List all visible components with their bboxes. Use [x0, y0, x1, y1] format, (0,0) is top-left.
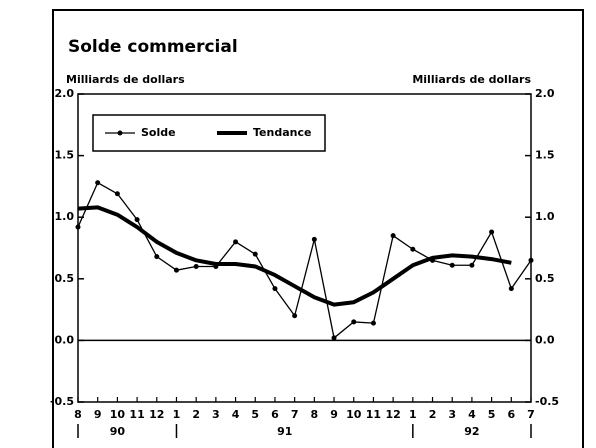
- x-tick-label: 10: [110, 408, 126, 421]
- marker: [252, 251, 258, 257]
- marker: [154, 254, 160, 260]
- x-tick-label: 8: [311, 408, 319, 421]
- marker: [528, 257, 534, 263]
- x-tick-label: 2: [192, 408, 200, 421]
- y2-axis-label: Milliards de dollars: [412, 73, 531, 86]
- legend-marker: [117, 130, 123, 136]
- marker: [351, 319, 357, 325]
- y2-tick-label: 0.5: [535, 272, 555, 285]
- x-tick-label: 9: [94, 408, 102, 421]
- y2-tick-label: 0.0: [535, 333, 555, 346]
- x-tick-label: 11: [129, 408, 144, 421]
- y2-tick-label: 2.0: [535, 87, 555, 100]
- plot-frame: [77, 93, 532, 403]
- y2-tick-label: 1.5: [535, 149, 555, 162]
- y-tick-label: 1.5: [55, 149, 75, 162]
- y-tick-label: 1.0: [55, 210, 75, 223]
- x-tick-label: 11: [366, 408, 381, 421]
- group-label: 90: [110, 425, 126, 438]
- y2-tick-label: 1.0: [535, 210, 555, 223]
- marker: [390, 233, 396, 239]
- x-tick-label: 4: [468, 408, 476, 421]
- chart-title: Solde commercial: [68, 37, 238, 57]
- x-tick-label: 7: [291, 408, 299, 421]
- x-tick-label: 1: [409, 408, 417, 421]
- y-tick-label: -0.5: [50, 395, 74, 408]
- x-tick-label: 4: [232, 408, 240, 421]
- x-tick-label: 6: [507, 408, 515, 421]
- x-tick-label: 12: [385, 408, 400, 421]
- marker: [311, 236, 317, 242]
- x-tick-label: 5: [488, 408, 496, 421]
- marker: [469, 262, 475, 268]
- x-tick-label: 6: [271, 408, 279, 421]
- x-tick-label: 8: [74, 408, 82, 421]
- marker: [292, 313, 298, 319]
- legend-label: Solde: [141, 126, 176, 139]
- marker: [134, 217, 140, 223]
- marker: [370, 320, 376, 326]
- x-tick-label: 12: [149, 408, 164, 421]
- x-tick-label: 7: [527, 408, 535, 421]
- marker: [449, 262, 455, 268]
- y-tick-label: 0.0: [55, 333, 75, 346]
- marker: [193, 263, 199, 269]
- x-tick-label: 2: [429, 408, 437, 421]
- y2-tick-label: -0.5: [535, 395, 559, 408]
- marker: [75, 224, 81, 230]
- x-tick-label: 5: [251, 408, 259, 421]
- x-tick-label: 10: [346, 408, 362, 421]
- legend-label: Tendance: [253, 126, 311, 139]
- marker: [233, 239, 239, 245]
- x-tick-label: 3: [212, 408, 220, 421]
- marker: [489, 229, 495, 235]
- x-tick-label: 9: [330, 408, 338, 421]
- y-tick-label: 2.0: [55, 87, 75, 100]
- group-label: 92: [464, 425, 479, 438]
- group-label: 91: [277, 425, 292, 438]
- marker: [410, 246, 416, 252]
- marker: [114, 191, 120, 197]
- series-line: [77, 182, 532, 339]
- marker: [331, 335, 337, 341]
- marker: [173, 267, 179, 273]
- y-tick-label: 0.5: [55, 272, 75, 285]
- x-tick-label: 3: [448, 408, 456, 421]
- marker: [95, 180, 101, 186]
- x-tick-label: 1: [173, 408, 181, 421]
- marker: [272, 286, 278, 292]
- series-line: [77, 205, 512, 307]
- frame: [52, 9, 584, 448]
- y-axis-label: Milliards de dollars: [66, 73, 185, 86]
- marker: [508, 286, 514, 292]
